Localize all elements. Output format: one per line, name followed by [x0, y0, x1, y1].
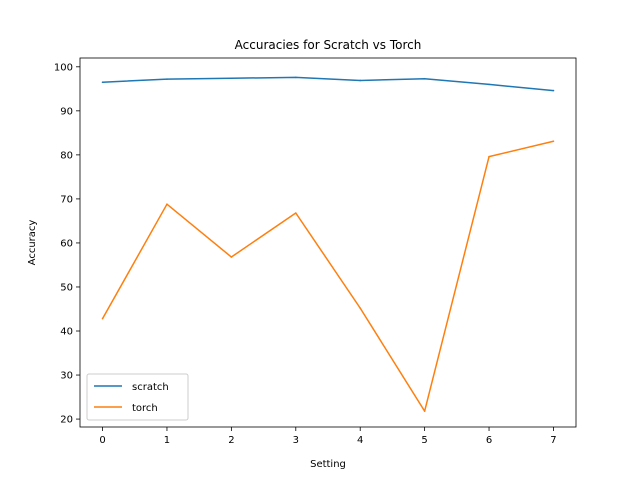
y-tick-label: 60 [60, 238, 73, 249]
y-tick-label: 90 [60, 106, 73, 117]
data-point-torch [230, 256, 233, 258]
x-tick-label: 4 [357, 435, 363, 446]
data-point-torch [294, 212, 297, 214]
data-point-torch [552, 140, 555, 143]
data-point-scratch [488, 83, 490, 86]
y-tick-label: 50 [60, 282, 73, 293]
y-tick-label: 30 [60, 371, 73, 382]
plot-area: 0 1 2 3 4 5 6 7 20 30 40 50 60 70 80 90 100 [54, 62, 557, 446]
x-tick-label: 1 [164, 435, 170, 446]
data-point-torch [101, 317, 104, 320]
axes-frame [79, 57, 577, 428]
x-tick-label: 6 [486, 435, 492, 446]
x-tick-label: 2 [228, 435, 234, 446]
series-line-scratch [102, 76, 554, 92]
y-tick-label: 100 [54, 62, 73, 73]
legend: scratch torch [86, 373, 189, 421]
y-axis-label: Accuracy [27, 220, 38, 266]
data-point-scratch [359, 79, 362, 82]
x-tick-label: 5 [421, 435, 427, 446]
x-axis-label: Setting [310, 459, 346, 470]
x-tick-label: 7 [550, 435, 556, 446]
y-tick-label: 40 [60, 327, 73, 338]
data-point-scratch [294, 76, 297, 79]
legend-label-torch: torch [132, 403, 158, 414]
series-line-torch [101, 140, 554, 412]
y-tick-label: 20 [60, 415, 73, 426]
data-point-scratch [101, 81, 104, 84]
data-point-scratch [552, 89, 555, 92]
chart-title: Accuracies for Scratch vs Torch [235, 38, 422, 52]
data-point-scratch [166, 78, 168, 80]
data-point-scratch [230, 77, 233, 80]
data-point-torch [359, 307, 362, 309]
x-tick-label: 0 [99, 435, 105, 446]
legend-label-scratch: scratch [132, 382, 169, 393]
x-tick-label: 3 [293, 435, 299, 446]
data-point-torch [166, 203, 168, 205]
y-tick-label: 70 [60, 194, 73, 205]
data-point-scratch [423, 77, 426, 80]
y-tick-label: 80 [60, 150, 73, 161]
data-point-torch [423, 410, 426, 412]
data-point-torch [488, 155, 490, 158]
